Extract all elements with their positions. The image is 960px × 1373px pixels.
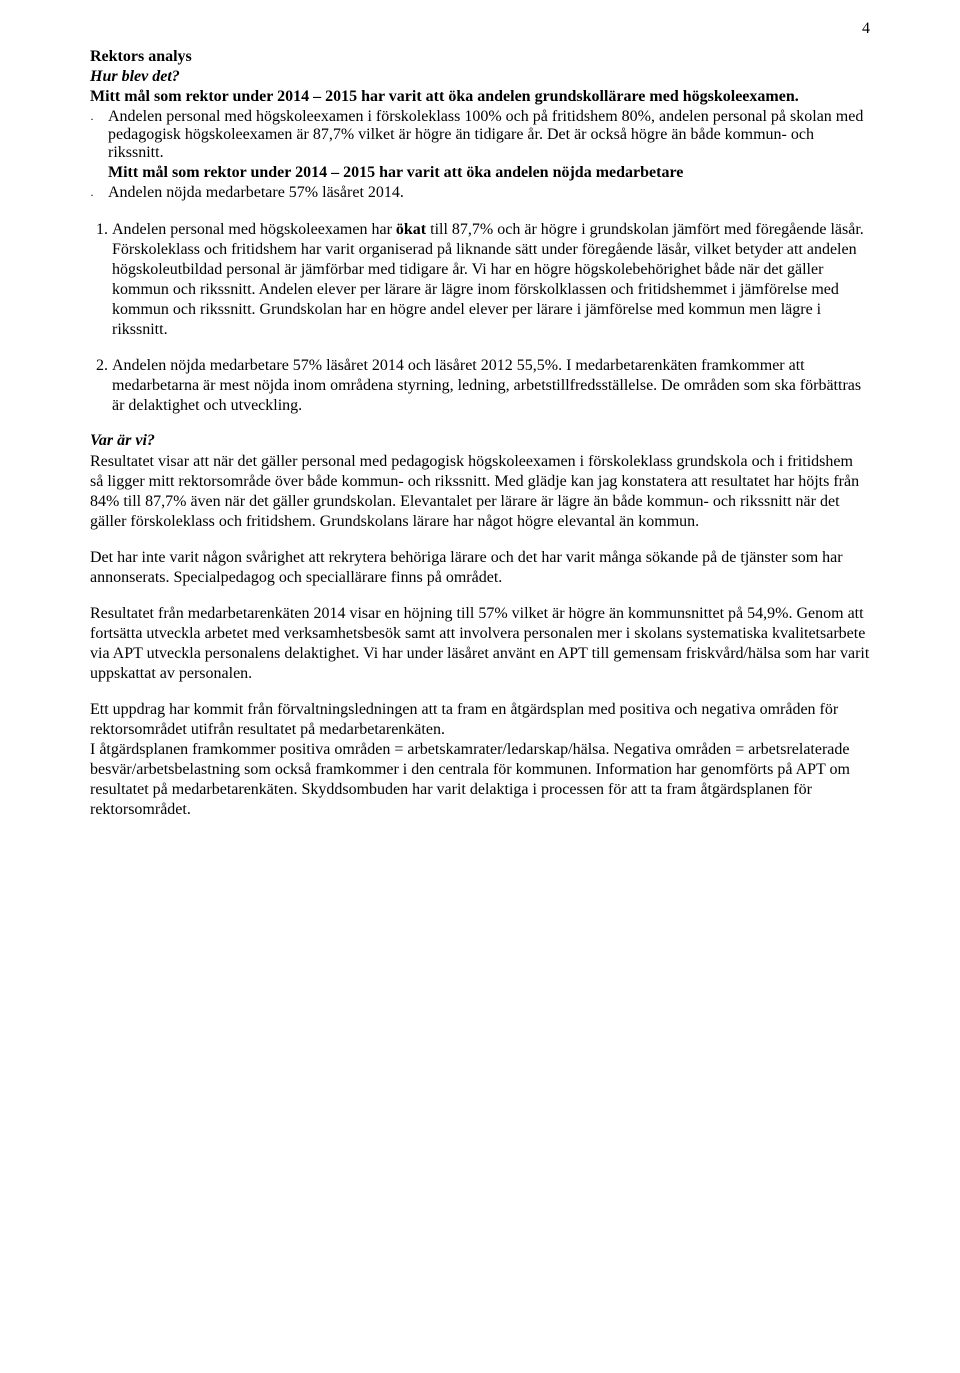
numbered-item-2: Andelen nöjda medarbetare 57% läsåret 20… <box>112 356 870 416</box>
section-var-ar-vi: Var är vi? Resultatet visar att när det … <box>90 432 870 820</box>
li1-post: till 87,7% och är högre i grundskolan jä… <box>112 221 864 338</box>
paragraph-5: I åtgärdsplanen framkommer positiva områ… <box>90 740 870 820</box>
bullet-mark: · <box>90 184 108 206</box>
bullet-text-1: Andelen personal med högskoleexamen i fö… <box>108 108 870 162</box>
bullet-item-2: · Andelen nöjda medarbetare 57% läsåret … <box>90 184 870 206</box>
bullet-text-2: Andelen nöjda medarbetare 57% läsåret 20… <box>108 184 870 202</box>
paragraph-3: Resultatet från medarbetarenkäten 2014 v… <box>90 604 870 684</box>
document-page: 4 Rektors analys Hur blev det? Mitt mål … <box>0 0 960 1373</box>
bullet-item-1: · Andelen personal med högskoleexamen i … <box>90 108 870 162</box>
subheading-var-ar-vi: Var är vi? <box>90 432 870 450</box>
paragraph-1: Resultatet visar att när det gäller pers… <box>90 452 870 532</box>
page-number: 4 <box>862 20 870 38</box>
numbered-item-1: Andelen personal med högskoleexamen har … <box>112 220 870 340</box>
paragraph-4: Ett uppdrag har kommit från förvaltnings… <box>90 700 870 740</box>
bullet-mark: · <box>90 108 108 130</box>
paragraph-2: Det har inte varit någon svårighet att r… <box>90 548 870 588</box>
subheading-hur-blev-det: Hur blev det? <box>90 68 870 86</box>
li1-pre: Andelen personal med högskoleexamen har <box>112 221 396 238</box>
section-title: Rektors analys <box>90 48 870 66</box>
numbered-list: Andelen personal med högskoleexamen har … <box>90 220 870 416</box>
goal-statement-1: Mitt mål som rektor under 2014 – 2015 ha… <box>90 88 870 106</box>
goal-statement-2: Mitt mål som rektor under 2014 – 2015 ha… <box>108 164 870 182</box>
li1-bold: ökat <box>396 221 426 238</box>
